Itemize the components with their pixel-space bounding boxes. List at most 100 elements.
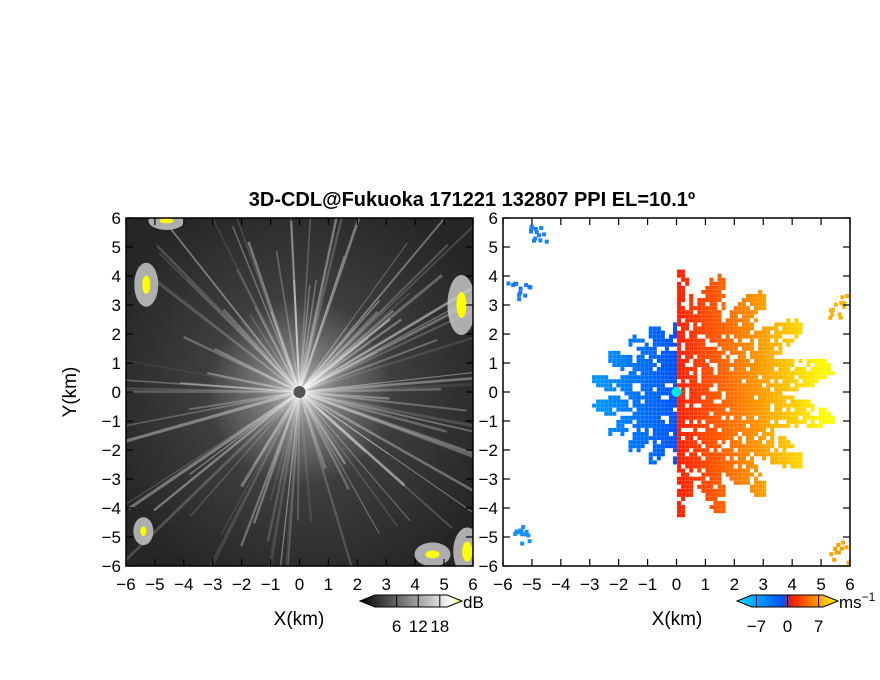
- velocity-cell: [656, 415, 661, 420]
- velocity-cell: [648, 415, 653, 420]
- velocity-cell: [774, 383, 779, 388]
- velocity-cell: [636, 363, 641, 367]
- velocity-cell: [660, 407, 665, 412]
- velocity-cell: [701, 375, 706, 380]
- velocity-cell: [745, 306, 750, 311]
- velocity-cell: [806, 375, 811, 380]
- velocity-cell: [668, 354, 673, 359]
- x-tick-label: 4: [410, 575, 419, 594]
- velocity-cell: [741, 354, 746, 359]
- velocity-cell: [668, 371, 673, 376]
- velocity-cell: [636, 427, 641, 432]
- velocity-cell: [745, 298, 750, 303]
- velocity-cell: [693, 423, 698, 428]
- velocity-cell: [810, 358, 815, 363]
- velocity-cell: [758, 407, 763, 412]
- velocity-cell: [701, 363, 706, 367]
- velocity-cell: [713, 293, 718, 298]
- velocity-cell: [778, 371, 783, 376]
- velocity-cell: [668, 363, 673, 367]
- velocity-cell: [668, 334, 673, 339]
- intensity-ray: [298, 307, 386, 393]
- velocity-cell: [681, 285, 686, 290]
- velocity-cell: [725, 338, 730, 343]
- velocity-cell: [673, 358, 678, 363]
- velocity-cell: [766, 326, 771, 331]
- velocity-cell: [745, 314, 750, 319]
- velocity-cell: [729, 427, 734, 432]
- velocity-cell: [709, 456, 714, 461]
- velocity-cell: [729, 371, 734, 376]
- velocity-cell: [693, 399, 698, 404]
- velocity-cell: [689, 395, 694, 400]
- velocity-cell: [656, 411, 661, 416]
- velocity-cell: [717, 509, 722, 514]
- velocity-cell: [648, 326, 653, 331]
- velocity-cell: [717, 492, 722, 497]
- velocity-cell: [782, 440, 787, 445]
- velocity-cell: [677, 334, 682, 339]
- velocity-cell: [798, 326, 803, 331]
- velocity-cell: [709, 346, 714, 351]
- velocity-cell: [644, 363, 649, 367]
- velocity-cell: [640, 363, 645, 367]
- velocity-cell: [697, 338, 702, 343]
- intensity-ray: [289, 218, 301, 393]
- velocity-cell: [677, 298, 682, 303]
- velocity-cell: [741, 387, 746, 392]
- intensity-ray: [279, 391, 301, 566]
- velocity-cell: [737, 342, 742, 347]
- velocity-cell: [794, 407, 799, 412]
- velocity-cell: [640, 367, 645, 372]
- velocity-cell: [729, 395, 734, 400]
- intensity-ray: [211, 218, 301, 393]
- velocity-cell: [762, 492, 767, 497]
- velocity-cell: [741, 363, 746, 367]
- intensity-ray: [298, 391, 347, 465]
- velocity-cell: [701, 480, 706, 485]
- velocity-cell: [790, 387, 795, 392]
- velocity-cell: [737, 326, 742, 331]
- velocity-cell: [766, 423, 771, 428]
- velocity-cell: [689, 407, 694, 412]
- velocity-cell: [745, 293, 750, 298]
- velocity-cell: [733, 314, 738, 319]
- velocity-cell: [705, 411, 710, 416]
- velocity-cell: [608, 395, 613, 400]
- velocity-cell: [758, 444, 763, 449]
- velocity-cell: [713, 306, 718, 311]
- velocity-cell: [681, 440, 686, 445]
- velocity-cell: [749, 383, 754, 388]
- velocity-cell: [697, 350, 702, 355]
- velocity-cell: [758, 363, 763, 367]
- velocity-cell: [640, 375, 645, 380]
- velocity-cell: [648, 407, 653, 412]
- velocity-cell: [660, 342, 665, 347]
- y-tick-label: 4: [112, 267, 121, 286]
- velocity-cell: [608, 407, 613, 412]
- intensity-ray: [214, 347, 301, 394]
- velocity-cell: [660, 436, 665, 441]
- velocity-cell: [685, 375, 690, 380]
- velocity-cell: [745, 379, 750, 384]
- velocity-cell: [648, 375, 653, 380]
- velocity-cell: [644, 346, 649, 351]
- velocity-cell: [640, 444, 645, 449]
- velocity-cell: [709, 444, 714, 449]
- velocity-cell: [713, 415, 718, 420]
- velocity-cell: [689, 488, 694, 493]
- velocity-cell: [794, 423, 799, 428]
- velocity-cell: [701, 306, 706, 311]
- velocity-echo: [836, 542, 841, 547]
- y-tick-label: 2: [112, 325, 121, 344]
- velocity-cell: [729, 346, 734, 351]
- velocity-cell: [656, 391, 661, 396]
- velocity-cell: [733, 306, 738, 311]
- velocity-cell: [717, 379, 722, 384]
- velocity-echo: [832, 557, 837, 562]
- intensity-ray: [299, 339, 438, 393]
- velocity-cell: [822, 415, 827, 420]
- velocity-cell: [798, 460, 803, 465]
- velocity-cell: [749, 326, 754, 331]
- velocity-cell: [778, 358, 783, 363]
